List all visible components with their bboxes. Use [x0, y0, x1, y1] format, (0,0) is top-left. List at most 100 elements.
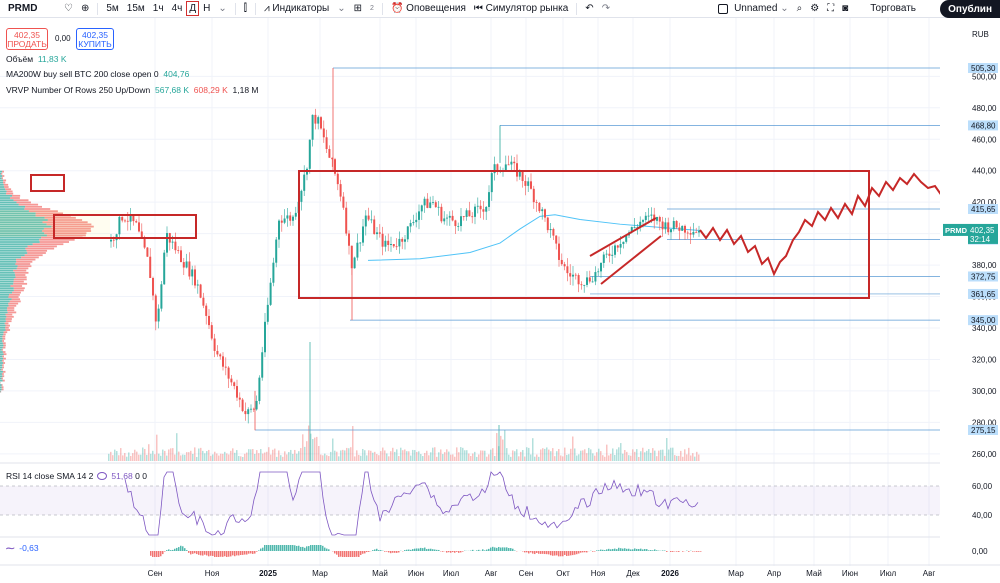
- profile-bar-up: [0, 315, 7, 318]
- candle-body: [359, 242, 362, 244]
- volume-bar: [560, 455, 562, 461]
- chevron-down-icon[interactable]: ⌄: [337, 3, 346, 14]
- add-symbol-icon[interactable]: ⊕: [80, 3, 90, 14]
- ma-legend[interactable]: MA200W buy sell BTC 200 close open 0 404…: [6, 69, 189, 79]
- profile-bar-up: [0, 219, 48, 221]
- volume-bar: [288, 452, 290, 461]
- profile-bar-down: [3, 353, 7, 356]
- time-axis: Сен Ноя 2025 Мар Май Июн Июл Авг Сен Окт Ноя Дек 202…: [0, 564, 1000, 578]
- profile-bar-down: [2, 370, 6, 373]
- volume-bar: [136, 451, 138, 461]
- macd-bar: [412, 549, 414, 551]
- volume-bar: [392, 447, 394, 461]
- profile-bar-up: [0, 276, 16, 279]
- macd-bar: [630, 549, 632, 551]
- macd-bar: [602, 549, 604, 551]
- settings-gear-icon[interactable]: ⚙: [810, 3, 820, 14]
- profile-bar-up: [0, 188, 6, 191]
- candle-body: [320, 117, 322, 129]
- interval-1h[interactable]: 1ч: [152, 3, 164, 14]
- countdown: 32:14: [970, 235, 991, 244]
- volume-bar: [576, 455, 578, 461]
- rsi-legend[interactable]: RSI 14 close SMA 14 2 51,68 0 0: [6, 471, 147, 481]
- volume-legend[interactable]: Объём 11,83 K: [6, 54, 67, 64]
- volume-bar: [130, 455, 132, 461]
- volume-bar: [632, 449, 634, 461]
- layout-select[interactable]: Unnamed ⌄: [714, 0, 793, 18]
- volume-bar: [370, 450, 372, 461]
- eye-icon[interactable]: [97, 472, 108, 480]
- undo-icon[interactable]: ↶: [585, 3, 594, 14]
- heart-icon[interactable]: ♡: [64, 3, 73, 14]
- candles-icon[interactable]: ⫿: [243, 3, 247, 14]
- candle-body: [434, 202, 437, 208]
- alerts-button[interactable]: ⏰ Оповещения: [390, 3, 466, 14]
- interval-week[interactable]: Н: [203, 3, 211, 14]
- macd-bar: [280, 545, 282, 551]
- volume-bar: [460, 447, 462, 461]
- macd-bar: [654, 549, 656, 551]
- fullscreen-icon[interactable]: ⛶: [827, 3, 835, 14]
- interval-day[interactable]: Д: [186, 1, 200, 16]
- symbol-search[interactable]: PRMD: [8, 3, 38, 14]
- profile-bar-down: [13, 280, 24, 283]
- volume-bar: [402, 450, 404, 461]
- profile-bar-up: [0, 324, 6, 327]
- templates-icon[interactable]: ⊞: [353, 3, 363, 14]
- volume-bar: [216, 453, 218, 461]
- indicators-button[interactable]: ⩘ Индикаторы: [263, 3, 330, 14]
- volume-bar: [364, 450, 366, 461]
- candle-body: [233, 382, 236, 387]
- buy-button[interactable]: 402,35 КУПИТЬ: [76, 28, 114, 50]
- macd-bar: [336, 551, 338, 555]
- vrvp-legend[interactable]: VRVP Number Of Rows 250 Up/Down 567,68 K…: [6, 85, 259, 95]
- candle-body: [395, 246, 398, 248]
- volume-bar: [648, 449, 650, 461]
- macd-legend[interactable]: ⁓ -0,63: [6, 543, 39, 554]
- volume-bar: [356, 450, 358, 461]
- profile-bar-down: [7, 311, 17, 314]
- trade-button[interactable]: Торговать: [870, 3, 916, 14]
- camera-icon[interactable]: ◙: [842, 3, 849, 14]
- profile-bar-up: [0, 210, 29, 213]
- redo-icon[interactable]: ↷: [601, 3, 611, 14]
- profile-bar-up: [0, 313, 6, 316]
- profile-bar-down: [2, 364, 4, 367]
- profile-bar-up: [0, 370, 3, 373]
- rewind-icon: ⏮: [473, 3, 486, 14]
- macd-bar: [248, 551, 250, 554]
- volume-bar: [552, 448, 554, 461]
- rsi-value-2: 0: [135, 471, 140, 481]
- quick-search-icon[interactable]: ⌕: [796, 3, 803, 14]
- volume-bar: [434, 447, 436, 461]
- macd-bar: [270, 545, 272, 551]
- macd-bar: [418, 548, 420, 551]
- chart-canvas[interactable]: RUB500,00480,00460,00440,00420,00400,003…: [0, 18, 1000, 583]
- interval-5m[interactable]: 5м: [106, 3, 119, 14]
- profile-bar-down: [26, 249, 48, 252]
- volume-bar: [590, 449, 592, 461]
- profile-bar-down: [44, 216, 76, 219]
- sell-button[interactable]: 402,35 ПРОДАТЬ: [6, 28, 48, 50]
- macd-bar: [174, 548, 176, 551]
- macd-bar: [210, 551, 212, 556]
- volume-bar: [214, 451, 216, 461]
- volume-bar: [534, 456, 536, 461]
- candle-body: [642, 220, 644, 222]
- volume-bar: [120, 448, 122, 461]
- macd-bar: [692, 551, 694, 552]
- chevron-down-icon[interactable]: ⌄: [218, 3, 227, 14]
- volume-bar: [488, 454, 490, 461]
- interval-15m[interactable]: 15м: [126, 3, 145, 14]
- volume-bar: [516, 449, 518, 461]
- macd-bar: [462, 551, 464, 552]
- publish-button[interactable]: Опублин: [940, 0, 1000, 18]
- volume-bar: [468, 453, 470, 461]
- annotations: [30, 170, 951, 299]
- replay-button[interactable]: ⏮ Симулятор рынка: [473, 3, 569, 14]
- interval-4h[interactable]: 4ч: [171, 3, 183, 14]
- volume-bar: [514, 451, 516, 461]
- profile-bar-down: [3, 357, 6, 360]
- volume-bar: [324, 453, 326, 461]
- profile-bar-up: [0, 335, 3, 338]
